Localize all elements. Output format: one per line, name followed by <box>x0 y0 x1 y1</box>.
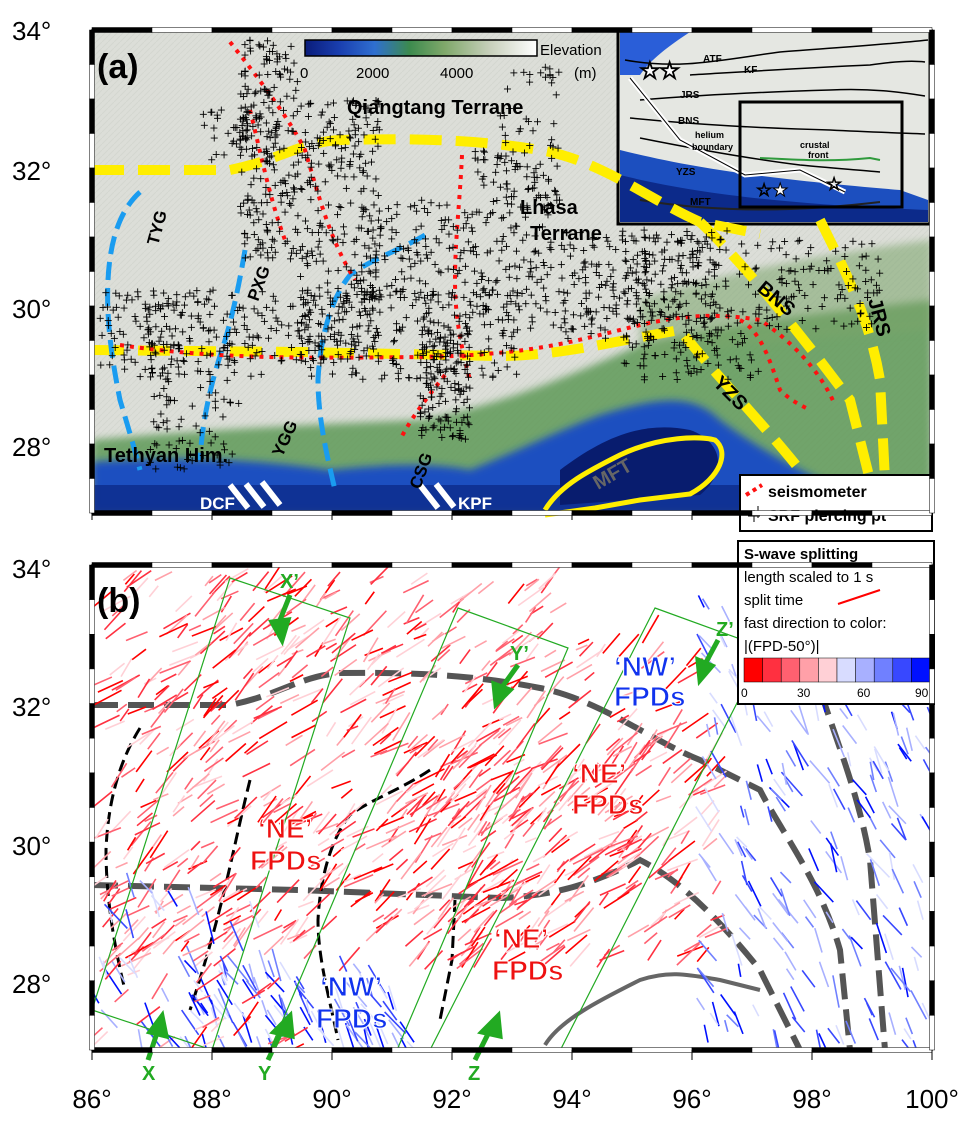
ne-fpd-east-label: FPDs <box>572 789 644 820</box>
colorbar-unit: (m) <box>574 65 597 82</box>
lon-86: 86° <box>72 1084 111 1114</box>
nw-fpd-south-label: FPDs <box>316 1003 388 1034</box>
nw-fpd-north-label: FPDs <box>614 681 686 712</box>
colorbar-swatch <box>818 658 837 682</box>
inset-mft-label: MFT <box>690 197 711 208</box>
legend-title: S-wave splitting <box>744 546 858 563</box>
colorbar-swatch <box>874 658 893 682</box>
lat-34-b: 34° <box>12 554 51 584</box>
inset-kf-label: KF <box>744 65 757 76</box>
lat-32-b: 32° <box>12 692 51 722</box>
lat-28-b: 28° <box>12 969 51 999</box>
inset-atf-label: ATF <box>703 54 722 65</box>
dcf-label: DCF <box>200 494 235 513</box>
lon-88: 88° <box>192 1084 231 1114</box>
colorbar-swatch <box>893 658 912 682</box>
profile-x-end: X’ <box>280 571 299 593</box>
legend-line-2: split time <box>744 592 803 609</box>
inset-crustal-label: crustal <box>800 140 830 150</box>
lat-30-b: 30° <box>12 831 51 861</box>
colorbar-swatch <box>781 658 800 682</box>
ne-fpd-south-quote: ‘NE’ <box>494 923 548 954</box>
svg-text:☆: ☆ <box>826 174 842 194</box>
nw-fpd-north-quote: ‘NW’ <box>614 651 676 682</box>
inset-helium-label: helium <box>695 130 724 140</box>
panel-a-legend: seismometer SRF piercing pt <box>740 475 932 531</box>
profile-y-start: Y <box>258 1063 272 1085</box>
nw-fpd-south-quote: ‘NW’ <box>320 971 382 1002</box>
legend-tick-60: 60 <box>857 686 871 700</box>
colorbar-tick-2000: 2000 <box>356 65 389 82</box>
tethyan-label: Tethyan Him. <box>104 445 228 467</box>
colorbar-swatch <box>800 658 819 682</box>
qiangtang-label: Qiangtang Terrane <box>347 97 523 119</box>
fast-direction-colorbar <box>744 658 930 682</box>
inset-front-label: front <box>808 150 829 160</box>
seismometer-legend-label: seismometer <box>768 484 867 501</box>
kpf-label: KPF <box>458 494 492 513</box>
ne-fpd-east-quote: ‘NE’ <box>572 758 626 789</box>
lon-92: 92° <box>432 1084 471 1114</box>
profile-z-start: Z <box>468 1063 480 1085</box>
lat-32-a: 32° <box>12 156 51 186</box>
lon-100: 100° <box>905 1084 959 1114</box>
legend-tick-90: 90 <box>915 686 929 700</box>
ne-fpd-center-label: FPDs <box>250 845 322 876</box>
ne-fpd-south-label: FPDs <box>492 955 564 986</box>
colorbar-title: Elevation <box>540 42 602 59</box>
panel-b: X’ Y’ Z’ X Y Z ‘NE’ FPDs ‘NE’ FPDs ‘NE’ … <box>87 541 937 1090</box>
svg-text:☆★: ☆★ <box>756 180 788 200</box>
lon-94: 94° <box>552 1084 591 1114</box>
colorbar-tick-0: 0 <box>300 65 308 82</box>
lat-30-a: 30° <box>12 294 51 324</box>
legend-line-1: length scaled to 1 s <box>744 569 873 586</box>
inset-map: ★★ ☆★ ☆ ATF KF JRS BNS helium boundary c… <box>618 30 930 224</box>
panel-b-label: (b) <box>97 582 140 620</box>
ne-fpd-center-quote: ‘NE’ <box>258 813 312 844</box>
colorbar-swatch <box>744 658 763 682</box>
panel-a-label: (a) <box>97 48 139 86</box>
legend-line-3: fast direction to color: <box>744 615 887 632</box>
legend-tick-30: 30 <box>797 686 811 700</box>
colorbar-swatch <box>763 658 782 682</box>
profile-z-end: Z’ <box>716 619 734 641</box>
profile-y-end: Y’ <box>510 643 529 665</box>
lhasa-label-2: Terrane <box>530 223 602 245</box>
inset-bns-label: BNS <box>678 116 699 127</box>
colorbar-swatch <box>837 658 856 682</box>
inset-boundary-label: boundary <box>692 142 733 152</box>
inset-yzs-label: YZS <box>676 167 696 178</box>
colorbar-tick-4000: 4000 <box>440 65 473 82</box>
lat-34-a: 34° <box>12 16 51 46</box>
svg-text:★★: ★★ <box>640 58 680 83</box>
lon-98: 98° <box>792 1084 831 1114</box>
inset-jrs-label: JRS <box>680 90 700 101</box>
longitude-labels: 86° 88° 90° 92° 94° 96° 98° 100° <box>72 1084 959 1114</box>
colorbar-swatch <box>856 658 875 682</box>
colorbar-swatch <box>911 658 930 682</box>
lhasa-label-1: Lhasa <box>520 197 579 219</box>
profile-x-start: X <box>142 1063 156 1085</box>
latitude-labels: 34° 32° 30° 28° 34° 32° 30° 28° <box>12 16 51 999</box>
panel-a: ★★ ☆★ ☆ ATF KF JRS BNS helium boundary c… <box>92 30 932 531</box>
lon-96: 96° <box>672 1084 711 1114</box>
legend-line-4: |(FPD-50°)| <box>744 638 819 655</box>
legend-tick-0: 0 <box>741 686 748 700</box>
lat-28-a: 28° <box>12 432 51 462</box>
lon-90: 90° <box>312 1084 351 1114</box>
